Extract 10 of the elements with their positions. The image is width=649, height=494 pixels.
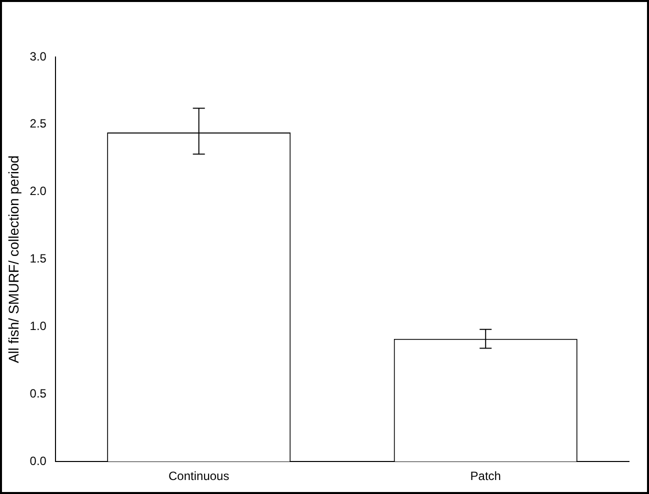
y-tick-label: 2.0 (30, 184, 47, 198)
y-tick-label: 1.5 (30, 252, 47, 266)
x-tick-label: Patch (470, 469, 501, 484)
y-tick-label: 2.5 (30, 116, 47, 131)
y-tick-label: 3.0 (30, 49, 47, 64)
x-tick-label: Continuous (168, 469, 230, 484)
y-tick-label: 0.5 (30, 386, 47, 400)
y-tick-label: 1.0 (30, 319, 47, 334)
y-tick-label: 0.0 (30, 454, 47, 468)
y-axis-title: All fish/ SMURF/ collection period (5, 155, 22, 364)
